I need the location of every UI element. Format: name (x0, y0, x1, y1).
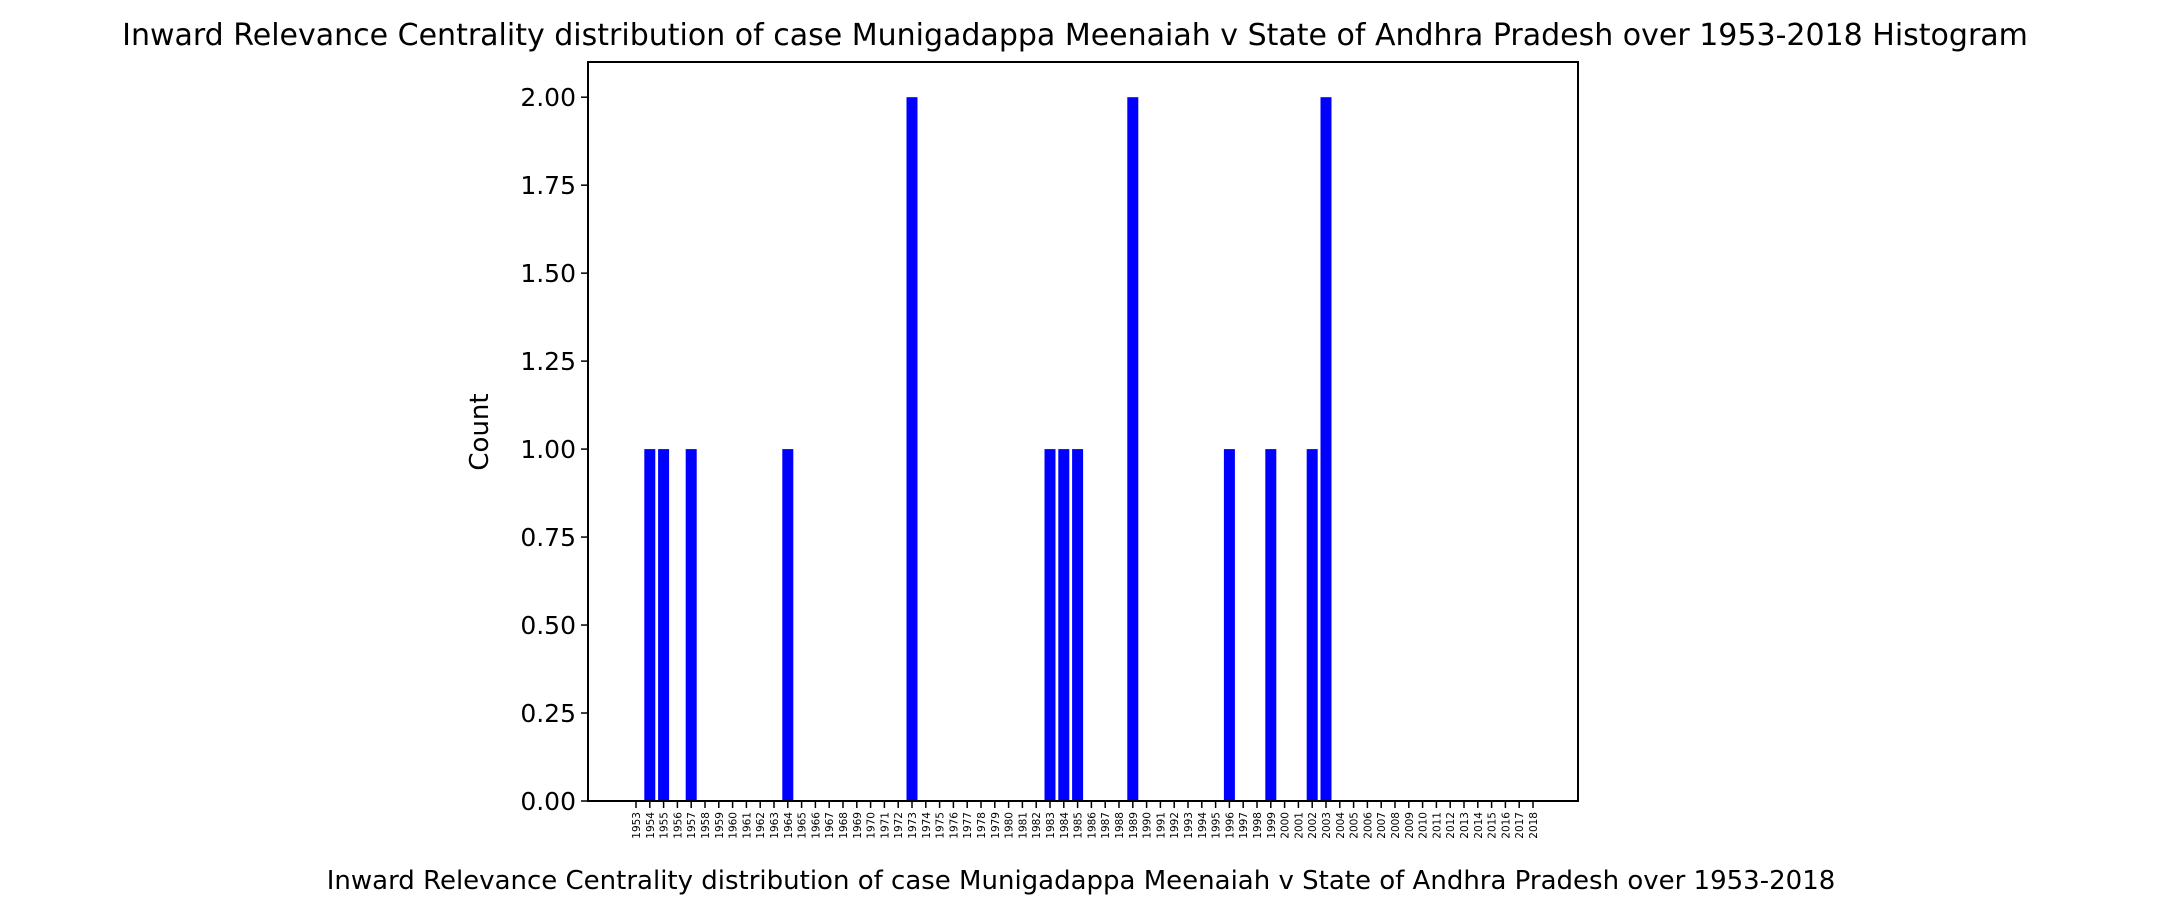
y-tick-label-1.00: 1.00 (520, 435, 576, 464)
y-axis-ticks: 0.00 0.25 0.50 0.75 1.00 1.25 1.50 1.75 2.00 (520, 83, 588, 816)
x-tick-label-1971: 1971 (879, 812, 891, 839)
bar-1964 (782, 449, 794, 801)
x-tick-label-1987: 1987 (1100, 812, 1112, 839)
x-tick-label-1965: 1965 (797, 812, 809, 839)
x-tick-label-1995: 1995 (1211, 812, 1223, 839)
bar-1989 (1127, 97, 1139, 801)
x-tick-label-2000: 2000 (1280, 812, 1292, 839)
y-tick-label-0.50: 0.50 (520, 611, 576, 640)
x-tick-label-1962: 1962 (755, 812, 767, 839)
x-tick-label-1959: 1959 (714, 812, 726, 839)
x-tick-label-1976: 1976 (948, 812, 960, 839)
x-tick-label-1988: 1988 (1114, 812, 1126, 839)
x-tick-label-2004: 2004 (1335, 812, 1347, 839)
x-tick-label-1968: 1968 (838, 812, 850, 839)
plot-area-frame (587, 61, 1579, 802)
x-tick-label-1958: 1958 (700, 812, 712, 839)
x-tick-label-1983: 1983 (1045, 812, 1057, 839)
x-tick-label-2016: 2016 (1500, 812, 1512, 839)
x-tick-label-1992: 1992 (1169, 812, 1181, 839)
bar-2002 (1306, 449, 1318, 801)
bar-1954 (644, 449, 656, 801)
y-tick-label-1.75: 1.75 (520, 171, 576, 200)
y-tick-label-0.75: 0.75 (520, 523, 576, 552)
bar-1983 (1044, 449, 1056, 801)
x-tick-label-1990: 1990 (1142, 812, 1154, 839)
x-tick-label-1967: 1967 (824, 812, 836, 839)
x-tick-label-1966: 1966 (810, 812, 822, 839)
x-tick-label-2017: 2017 (1514, 812, 1526, 839)
x-tick-label-2014: 2014 (1473, 812, 1485, 839)
bar-1984 (1058, 449, 1070, 801)
x-tick-label-1996: 1996 (1224, 812, 1236, 839)
x-tick-label-1998: 1998 (1252, 812, 1264, 839)
x-tick-label-2011: 2011 (1431, 812, 1443, 839)
x-tick-label-1960: 1960 (728, 812, 740, 839)
x-tick-label-1991: 1991 (1155, 812, 1167, 839)
y-axis-label: Count (465, 393, 495, 470)
x-tick-label-2007: 2007 (1376, 812, 1388, 839)
bars-group (644, 97, 1332, 801)
bar-2003 (1320, 97, 1332, 801)
x-tick-label-1955: 1955 (659, 812, 671, 839)
x-tick-label-1963: 1963 (769, 812, 781, 839)
x-tick-label-1997: 1997 (1238, 812, 1250, 839)
x-axis-label: Inward Relevance Centrality distribution… (327, 866, 1836, 896)
bar-1996 (1223, 449, 1235, 801)
y-tick-label-0.00: 0.00 (520, 787, 576, 816)
x-tick-label-1986: 1986 (1086, 812, 1098, 839)
x-tick-label-1961: 1961 (741, 812, 753, 839)
y-tick-label-0.25: 0.25 (520, 699, 576, 728)
x-tick-label-1985: 1985 (1073, 812, 1085, 839)
bar-1985 (1072, 449, 1084, 801)
x-tick-label-1994: 1994 (1197, 812, 1209, 839)
x-tick-label-1972: 1972 (893, 812, 905, 839)
x-tick-label-2008: 2008 (1390, 812, 1402, 839)
x-tick-label-2015: 2015 (1487, 812, 1499, 839)
x-tick-label-1982: 1982 (1031, 812, 1043, 839)
x-tick-label-1954: 1954 (645, 812, 657, 839)
bar-1957 (685, 449, 697, 801)
x-tick-label-2018: 2018 (1528, 812, 1540, 839)
x-axis-ticks: 1953 1954 1955 1956 1957 1958 1959 1960 1961 1962… (631, 801, 1540, 839)
x-tick-label-2002: 2002 (1307, 812, 1319, 839)
x-tick-label-1977: 1977 (962, 812, 974, 839)
x-tick-label-1975: 1975 (935, 812, 947, 839)
chart-title: Inward Relevance Centrality distribution… (122, 18, 2028, 53)
x-tick-label-1974: 1974 (921, 812, 933, 839)
x-tick-label-1956: 1956 (672, 812, 684, 839)
x-tick-label-1964: 1964 (783, 812, 795, 839)
x-tick-label-2012: 2012 (1445, 812, 1457, 839)
x-tick-label-1979: 1979 (990, 812, 1002, 839)
x-tick-label-1980: 1980 (1004, 812, 1016, 839)
x-tick-label-1984: 1984 (1059, 812, 1071, 839)
bar-1999 (1265, 449, 1277, 801)
x-tick-label-2005: 2005 (1349, 812, 1361, 839)
y-tick-label-1.50: 1.50 (520, 259, 576, 288)
x-tick-label-2009: 2009 (1404, 812, 1416, 839)
x-tick-label-1953: 1953 (631, 812, 643, 839)
bar-1955 (658, 449, 670, 801)
x-tick-label-2010: 2010 (1418, 812, 1430, 839)
x-tick-label-1989: 1989 (1128, 812, 1140, 839)
x-tick-label-2006: 2006 (1362, 812, 1374, 839)
x-tick-label-1981: 1981 (1017, 812, 1029, 839)
y-tick-label-1.25: 1.25 (520, 347, 576, 376)
x-tick-label-1973: 1973 (907, 812, 919, 839)
x-tick-label-2003: 2003 (1321, 812, 1333, 839)
x-tick-label-1978: 1978 (976, 812, 988, 839)
x-tick-label-2001: 2001 (1293, 812, 1305, 839)
x-tick-label-1957: 1957 (686, 812, 698, 839)
x-tick-label-1969: 1969 (852, 812, 864, 839)
x-tick-label-1970: 1970 (866, 812, 878, 839)
x-tick-label-2013: 2013 (1459, 812, 1471, 839)
x-tick-label-1993: 1993 (1183, 812, 1195, 839)
bar-1973 (906, 97, 918, 801)
x-tick-label-1999: 1999 (1266, 812, 1278, 839)
y-tick-label-2.00: 2.00 (520, 83, 576, 112)
